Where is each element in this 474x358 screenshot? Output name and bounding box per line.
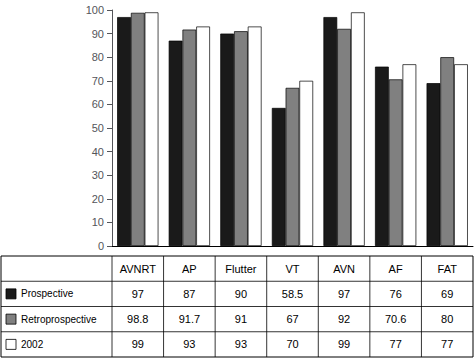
svg-text:91.7: 91.7 bbox=[179, 313, 200, 325]
svg-text:AVN: AVN bbox=[333, 263, 355, 275]
svg-text:67: 67 bbox=[286, 313, 298, 325]
svg-text:90: 90 bbox=[235, 288, 247, 300]
svg-text:92: 92 bbox=[338, 313, 350, 325]
svg-text:10: 10 bbox=[92, 216, 104, 228]
svg-text:77: 77 bbox=[390, 338, 402, 350]
svg-text:FAT: FAT bbox=[438, 263, 458, 275]
svg-text:Flutter: Flutter bbox=[225, 263, 257, 275]
svg-text:97: 97 bbox=[132, 288, 144, 300]
svg-text:60: 60 bbox=[92, 98, 104, 110]
svg-text:99: 99 bbox=[132, 338, 144, 350]
svg-text:93: 93 bbox=[183, 338, 195, 350]
svg-text:VT: VT bbox=[285, 263, 299, 275]
svg-text:91: 91 bbox=[235, 313, 247, 325]
svg-text:Prospective: Prospective bbox=[21, 288, 74, 299]
svg-text:0: 0 bbox=[98, 240, 104, 252]
svg-text:20: 20 bbox=[92, 193, 104, 205]
svg-text:AP: AP bbox=[182, 263, 197, 275]
svg-text:77: 77 bbox=[441, 338, 453, 350]
svg-text:50: 50 bbox=[92, 122, 104, 134]
svg-text:70: 70 bbox=[92, 75, 104, 87]
svg-text:AF: AF bbox=[389, 263, 403, 275]
svg-text:Retroprospective: Retroprospective bbox=[21, 314, 97, 325]
svg-text:40: 40 bbox=[92, 146, 104, 158]
svg-text:100: 100 bbox=[86, 4, 104, 16]
svg-text:70: 70 bbox=[286, 338, 298, 350]
svg-text:30: 30 bbox=[92, 169, 104, 181]
svg-text:80: 80 bbox=[92, 51, 104, 63]
svg-text:70.6: 70.6 bbox=[385, 313, 406, 325]
svg-text:2002: 2002 bbox=[21, 339, 44, 350]
svg-text:99: 99 bbox=[338, 338, 350, 350]
svg-text:76: 76 bbox=[390, 288, 402, 300]
svg-text:80: 80 bbox=[441, 313, 453, 325]
svg-text:58.5: 58.5 bbox=[282, 288, 303, 300]
svg-text:90: 90 bbox=[92, 28, 104, 40]
svg-text:97: 97 bbox=[338, 288, 350, 300]
svg-text:69: 69 bbox=[441, 288, 453, 300]
svg-text:93: 93 bbox=[235, 338, 247, 350]
svg-text:98.8: 98.8 bbox=[127, 313, 148, 325]
svg-text:AVNRT: AVNRT bbox=[120, 263, 157, 275]
svg-text:87: 87 bbox=[183, 288, 195, 300]
